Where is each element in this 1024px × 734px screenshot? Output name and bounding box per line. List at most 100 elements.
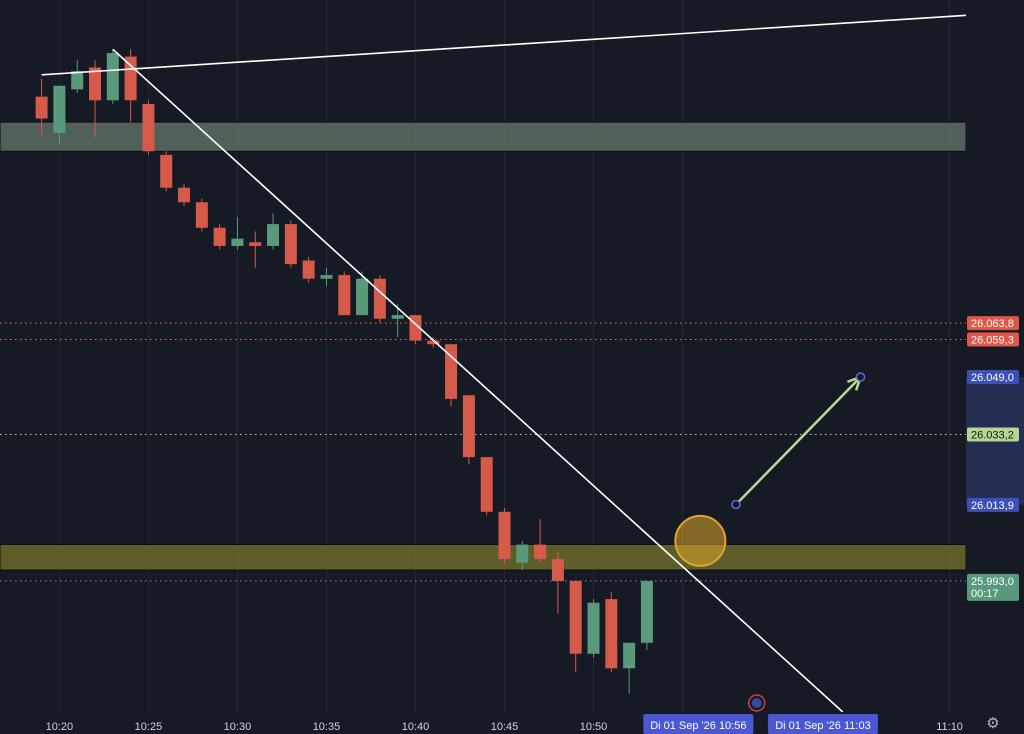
event-marker-icon[interactable]	[748, 694, 766, 712]
candle-body	[373, 278, 386, 319]
candle-body	[516, 544, 529, 563]
candle-body	[356, 278, 369, 316]
candle-body	[106, 52, 119, 101]
candle-10:42	[445, 344, 458, 407]
candle-10:29	[213, 224, 226, 250]
price-zones[interactable]	[0, 121, 967, 571]
candle-10:53	[640, 580, 653, 651]
candle-10:48	[551, 551, 564, 614]
candle-body	[569, 580, 582, 654]
candle-10:37	[356, 271, 369, 316]
falling-trend-line[interactable]	[112, 48, 844, 713]
candle-10:46	[516, 540, 529, 570]
candle-10:27	[178, 184, 191, 206]
price-badge-26.049,0[interactable]: 26.049,0	[967, 370, 1019, 385]
drawings[interactable]	[41, 12, 1004, 713]
candle-body	[427, 340, 440, 345]
time-tick-label: 10:50	[580, 721, 608, 733]
candle-10:32	[267, 213, 280, 250]
candle-body	[35, 96, 48, 119]
candle-10:47	[534, 519, 547, 563]
rising-resistance-line[interactable]	[41, 12, 1004, 76]
price-badge-bg	[967, 497, 1019, 512]
price-badge-26.059,3[interactable]: 26.059,3	[967, 332, 1019, 347]
candle-body	[605, 599, 618, 669]
candle-10:21	[71, 60, 84, 94]
price-badge-bg	[967, 427, 1019, 442]
time-tick-label: 10:30	[224, 721, 252, 733]
candle-body	[231, 238, 244, 246]
candle-body	[267, 224, 280, 246]
candle-10:22	[89, 60, 102, 137]
candle-10:20	[53, 85, 66, 144]
candle-10:34	[302, 256, 315, 283]
time-axis[interactable]: 10:2010:2510:3010:3510:4010:4510:5010:55…	[0, 694, 1024, 734]
candle-body	[89, 67, 102, 101]
candle-body	[587, 602, 600, 654]
time-tick-label: 10:25	[135, 721, 163, 733]
price-axis-background	[966, 0, 1024, 712]
candle-10:49	[569, 580, 582, 672]
candle-body	[320, 275, 333, 279]
candle-body	[284, 224, 297, 265]
candle-body	[462, 395, 475, 458]
last-price-badge-bg	[967, 573, 1019, 601]
time-tick-label: 10:20	[46, 721, 74, 733]
price-badge-26.033,2[interactable]: 26.033,2	[967, 427, 1019, 442]
arrow-end-handle[interactable]	[855, 372, 866, 382]
candle-10:44	[480, 457, 493, 516]
candle-10:45	[498, 508, 511, 563]
candle-10:38	[373, 275, 386, 323]
candle-body	[249, 242, 262, 246]
candle-10:35	[320, 267, 333, 286]
candle-body	[53, 85, 66, 134]
candle-10:28	[195, 198, 208, 232]
candle-10:23	[106, 49, 119, 104]
candle-body	[480, 457, 493, 512]
candle-10:41	[427, 336, 440, 348]
price-badge-26.013,9[interactable]: 26.013,9	[967, 497, 1019, 512]
time-tick-label: 10:40	[402, 721, 430, 733]
candle-10:39	[391, 304, 404, 337]
lower-zone[interactable]	[0, 544, 967, 571]
candle-body	[445, 344, 458, 399]
candle-body	[640, 580, 653, 643]
candle-body	[534, 544, 547, 560]
upper-zone[interactable]	[0, 121, 967, 152]
time-badge-label: Di 01 Sep '26 10:56	[650, 720, 746, 732]
time-badge-bg	[767, 714, 878, 734]
price-badge-label: 26.059,3	[971, 335, 1014, 347]
last-price-countdown: 00:17	[971, 588, 999, 600]
candle-10:19	[35, 78, 48, 137]
candle-body	[213, 227, 226, 246]
candle-body	[623, 642, 636, 669]
time-badge-11:03[interactable]: Di 01 Sep '26 11:03	[767, 714, 878, 734]
candle-10:31	[249, 231, 262, 268]
arrow-start-handle[interactable]	[731, 499, 741, 510]
candle-10:51	[605, 591, 618, 672]
candle-body	[338, 275, 351, 316]
candle-10:30	[231, 216, 244, 250]
price-badge-26.063,8[interactable]: 26.063,8	[967, 316, 1019, 331]
event-marker-core	[751, 698, 762, 708]
candle-10:52	[623, 642, 636, 694]
candle-10:50	[587, 599, 600, 658]
arrow-line[interactable]	[735, 376, 862, 506]
candle-10:43	[462, 395, 475, 465]
price-badge-bg	[967, 370, 1019, 385]
price-badge-label: 26.013,9	[971, 500, 1014, 512]
time-tick-label: 10:45	[491, 721, 519, 733]
price-axis[interactable]: 26.150,026.140,026.130,026.120,026.110,0…	[966, 0, 1024, 712]
highlight-circle[interactable]	[674, 514, 727, 567]
candle-body	[551, 559, 564, 581]
gear-icon[interactable]: ⚙	[986, 714, 1000, 732]
candle-body	[195, 202, 208, 228]
candle-body	[302, 260, 315, 279]
candle-body	[71, 71, 84, 90]
time-tick-label: 11:10	[936, 721, 963, 733]
candle-body	[178, 187, 191, 203]
time-badge-bg	[643, 714, 754, 734]
time-badge-10:56[interactable]: Di 01 Sep '26 10:56	[643, 714, 754, 734]
last-price-badge[interactable]: 25.993,000:17	[967, 573, 1019, 601]
